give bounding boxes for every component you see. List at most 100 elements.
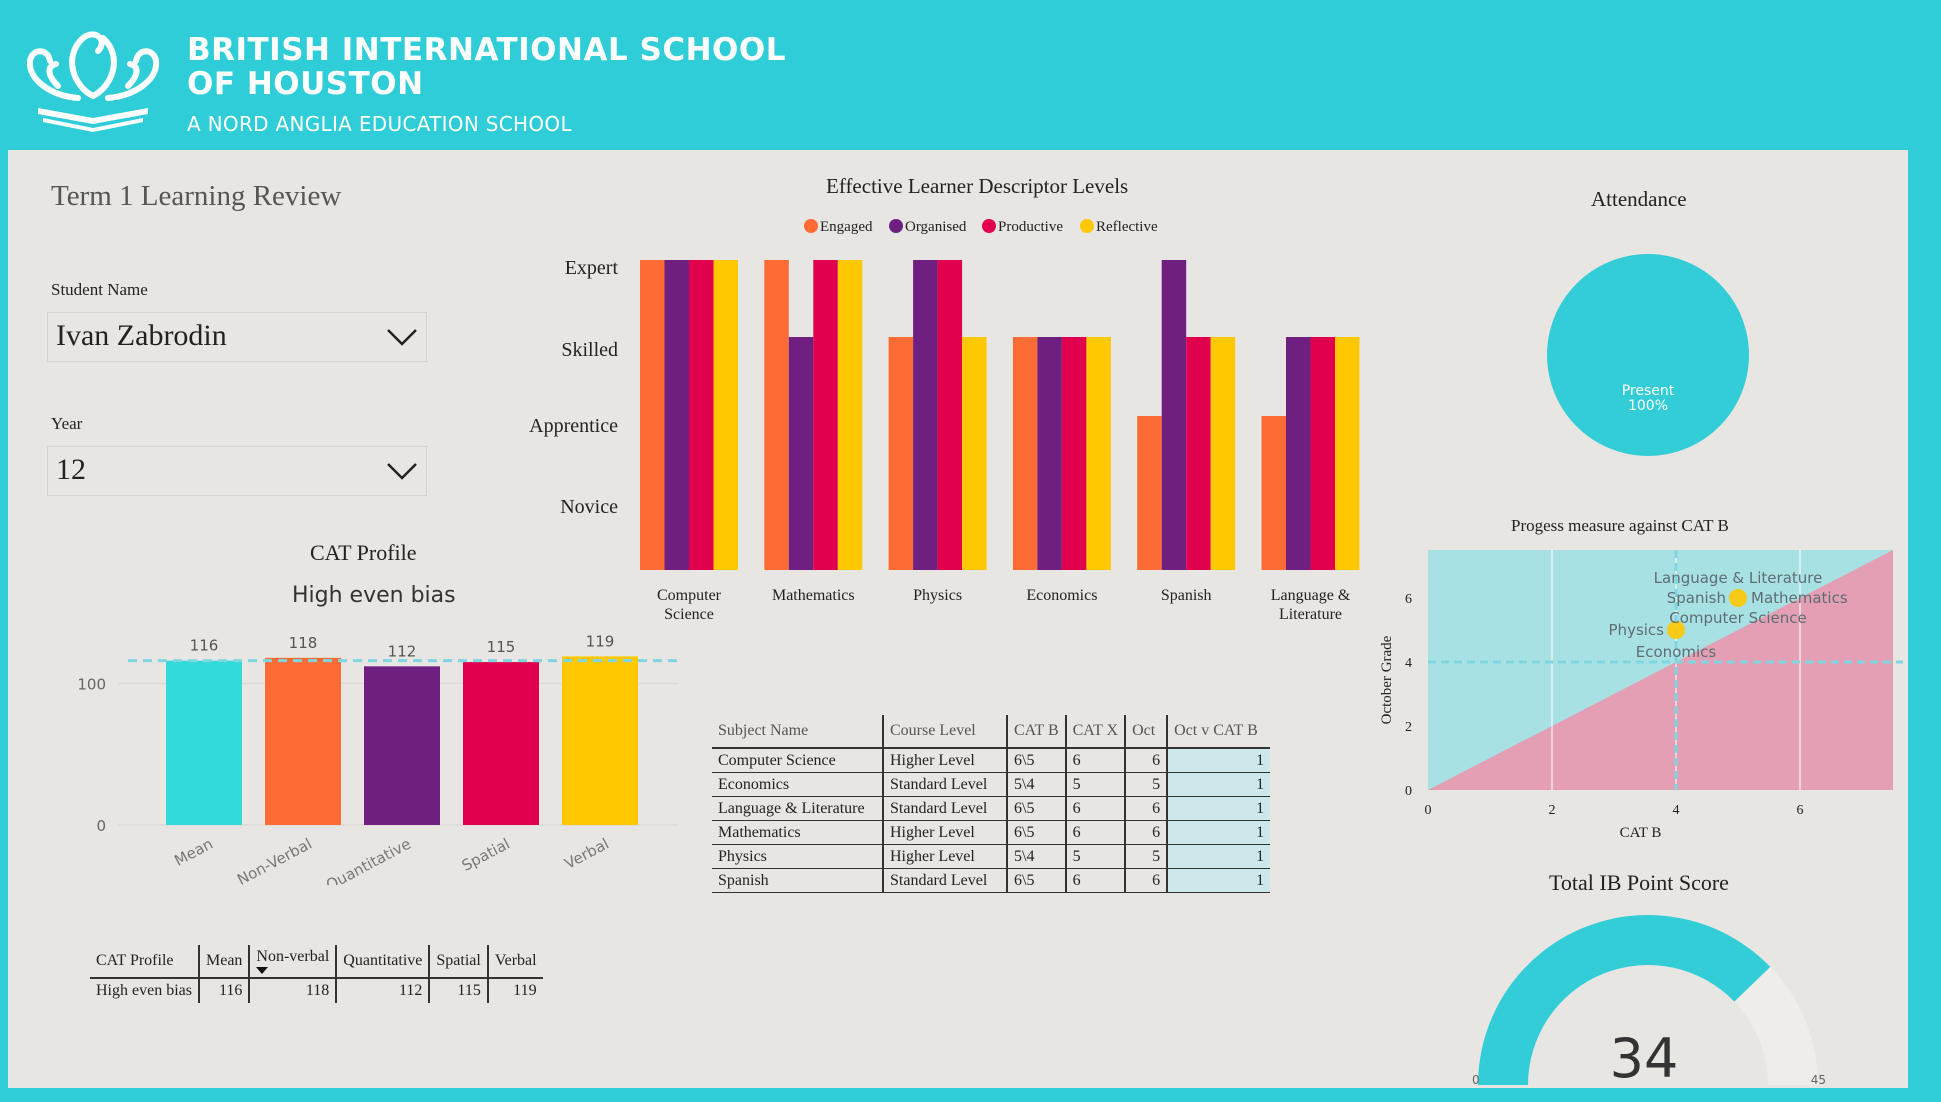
progress-scatter-chart: 0 2 4 6 0 2 4 6 Language & Literature Spanish Math… [1379, 550, 1903, 841]
subjects-table-cell: Spanish [712, 868, 883, 893]
cat-bar [265, 657, 341, 825]
eld-x-label: Spanish [1161, 587, 1212, 604]
cat-x-label: Spatial [459, 835, 513, 875]
cat-table-header[interactable]: CAT Profile [96, 952, 174, 969]
cat-y-tick: 0 [96, 817, 106, 835]
cat-bar [562, 656, 638, 825]
year-value: 12 [56, 453, 86, 486]
table-row: Spanish Standard Level 6\5 6 6 1 [712, 868, 1271, 893]
cat-profile-table: CAT Profile Mean Non-verbal Quantitative Spa… [90, 945, 543, 1003]
student-name-dropdown[interactable]: Ivan Zabrodin [47, 312, 427, 362]
year-label: Year [51, 414, 83, 433]
cat-table-header[interactable]: Verbal [486, 945, 543, 978]
scatter-point-label: Mathematics [1751, 589, 1848, 607]
student-name-label: Student Name [51, 280, 148, 299]
scatter-x-tick: 2 [1549, 803, 1556, 818]
eld-bar [888, 337, 914, 570]
chevron-down-icon [387, 329, 417, 346]
subjects-table-header[interactable]: CAT X [1064, 715, 1126, 748]
attendance-pie-chart: Present 100% [1547, 254, 1749, 456]
scatter-point[interactable] [1667, 621, 1685, 639]
subjects-table-cell: 6 [1124, 796, 1168, 821]
scatter-point-label: Economics [1636, 643, 1717, 661]
cat-table-header[interactable]: Mean [197, 945, 250, 978]
eld-y-label: Novice [560, 496, 618, 518]
subjects-table-header[interactable]: Oct v CAT B [1166, 715, 1271, 748]
scatter-point[interactable] [1729, 589, 1747, 607]
gauge-min-label: 0 [1472, 1073, 1480, 1087]
legend-label: Engaged [820, 219, 873, 235]
scatter-y-tick: 4 [1405, 656, 1412, 671]
eld-x-label: Mathematics [772, 587, 855, 604]
legend-label: Organised [905, 219, 967, 235]
subjects-table-cell: 1 [1166, 820, 1271, 845]
subjects-table-cell: 6 [1064, 796, 1126, 821]
subjects-table-cell: 6\5 [1006, 820, 1066, 845]
year-dropdown[interactable]: 12 [47, 446, 427, 496]
subjects-table-cell: Standard Level [882, 796, 1007, 821]
subjects-table-cell: 6 [1064, 748, 1126, 773]
eld-bar [1210, 337, 1236, 570]
subjects-table-header[interactable]: CAT B [1006, 715, 1066, 748]
cat-table-header[interactable]: Quantitative [335, 945, 430, 978]
table-row: Economics Standard Level 5\4 5 5 1 [712, 772, 1271, 797]
cat-table-cell: 119 [486, 978, 543, 1003]
eld-bar [937, 260, 963, 570]
page-title: Term 1 Learning Review [51, 180, 342, 212]
scatter-y-tick: 2 [1405, 720, 1412, 735]
chevron-down-icon [387, 463, 417, 480]
cat-table-header[interactable]: Spatial [428, 945, 488, 978]
eld-x-label: Computer [657, 587, 722, 604]
scatter-x-tick: 4 [1673, 803, 1680, 818]
legend-marker [889, 219, 903, 233]
cat-table-cell: 112 [335, 978, 430, 1003]
subjects-table-cell: 6 [1064, 820, 1126, 845]
ib-score-title: Total IB Point Score [1549, 870, 1729, 895]
eld-bar [1086, 337, 1111, 570]
subjects-table-cell: 1 [1166, 748, 1271, 773]
eld-bar [664, 260, 689, 570]
cat-table-cell: 118 [248, 978, 337, 1003]
table-row: Computer Science Higher Level 6\5 6 6 1 [712, 748, 1271, 773]
legend-marker [982, 219, 996, 233]
subjects-table-cell: 5 [1064, 844, 1126, 869]
subjects-table-cell: 6 [1124, 868, 1168, 893]
cat-table-header[interactable]: Non-verbal [248, 945, 337, 978]
subjects-table-cell: 6 [1124, 820, 1168, 845]
cat-bar-value: 116 [190, 637, 219, 655]
eld-x-label: Physics [913, 587, 962, 604]
scatter-y-tick: 6 [1405, 592, 1412, 607]
scatter-point-label: Physics [1609, 621, 1665, 639]
cat-x-label: Verbal [562, 835, 612, 873]
cat-bar [463, 662, 539, 825]
subjects-table-cell: 6\5 [1006, 796, 1066, 821]
progress-chart-title: Progess measure against CAT B [1511, 516, 1729, 535]
subjects-table-cell: Higher Level [882, 844, 1007, 869]
eld-x-label: Language & [1271, 587, 1351, 604]
legend-marker [804, 219, 818, 233]
legend-label: Reflective [1096, 219, 1158, 235]
eld-bar [837, 260, 863, 570]
table-row: Language & Literature Standard Level 6\5 6 6… [712, 796, 1271, 821]
eld-x-label: Literature [1279, 606, 1342, 623]
eld-bar [640, 260, 665, 570]
cat-x-label: Quantitative [323, 835, 414, 885]
subjects-table-cell: Mathematics [712, 820, 883, 845]
cat-profile-chart: 0 100 116 Mean 118 Non-Verbal 112 Quantitative 1… [77, 632, 678, 885]
subjects-table-header[interactable]: Subject Name [718, 722, 809, 739]
attendance-title: Attendance [1591, 187, 1687, 211]
eld-bar [764, 260, 789, 570]
eld-bar [689, 260, 714, 570]
school-name-line2: OF HOUSTON [187, 66, 424, 102]
eld-bar [788, 337, 814, 570]
scatter-x-tick: 6 [1797, 803, 1804, 818]
subjects-table-header[interactable]: Course Level [882, 715, 1007, 748]
subjects-table-cell: Economics [712, 772, 883, 797]
eld-bar [1186, 337, 1211, 570]
cat-profile-title: CAT Profile [310, 540, 417, 565]
cat-table-cell: High even bias [96, 982, 192, 999]
subjects-table-cell: Higher Level [882, 820, 1007, 845]
subjects-table-header[interactable]: Oct [1124, 715, 1168, 748]
cat-table-cell: 115 [428, 978, 488, 1003]
eld-bar [1137, 416, 1162, 570]
